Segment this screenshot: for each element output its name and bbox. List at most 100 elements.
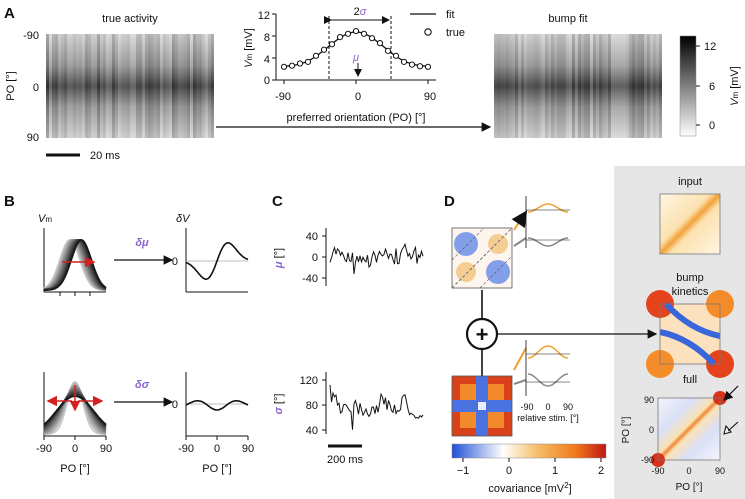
po-tick-minus90: -90 bbox=[23, 30, 39, 42]
heatmap-stripe bbox=[524, 34, 527, 138]
relative-stim-label: relative stim. [°] bbox=[517, 413, 579, 423]
heatmap-stripe bbox=[545, 34, 548, 138]
heatmap-stripe bbox=[608, 34, 611, 138]
input-matrix bbox=[659, 193, 721, 255]
colorbar-tick-6: 6 bbox=[709, 81, 715, 93]
true-marker bbox=[352, 27, 360, 35]
b-xtick-left-minus90: -90 bbox=[36, 443, 52, 455]
true-marker bbox=[312, 52, 320, 59]
true-marker bbox=[344, 30, 352, 37]
heatmap-stripe bbox=[196, 34, 199, 138]
heatmap-stripe bbox=[527, 34, 530, 138]
heatmap-stripe bbox=[70, 34, 73, 138]
full-xlabel: PO [°] bbox=[676, 482, 703, 493]
mu-tick-minus40: -40 bbox=[302, 273, 318, 285]
heatmap-stripe bbox=[58, 34, 61, 138]
true-marker bbox=[368, 35, 376, 42]
covariance-colorbar bbox=[451, 443, 607, 462]
heatmap-stripe bbox=[632, 34, 635, 138]
heatmap-stripe bbox=[160, 34, 163, 138]
heatmap-stripe bbox=[572, 34, 575, 138]
heatmap-stripe bbox=[136, 34, 139, 138]
true-marker bbox=[336, 34, 344, 41]
heatmap-stripe bbox=[551, 34, 554, 138]
covariance-label: covariance [mV2] bbox=[488, 481, 571, 495]
inset-ytick-0: 0 bbox=[264, 75, 270, 87]
b-xtick-right-0: 0 bbox=[214, 443, 220, 455]
heatmap-stripe bbox=[55, 34, 58, 138]
cov-tick-minus1: −1 bbox=[457, 465, 470, 477]
cov-tick-0: 0 bbox=[506, 465, 512, 477]
heatmap-stripe bbox=[503, 34, 506, 138]
mu-tick-40: 40 bbox=[306, 231, 318, 243]
two-sigma-label: 2σ bbox=[354, 6, 367, 18]
heatmap-stripe bbox=[166, 34, 169, 138]
heatmap-stripe bbox=[142, 34, 145, 138]
true-marker bbox=[296, 60, 304, 67]
heatmap-stripe bbox=[635, 34, 638, 138]
heatmap-stripe bbox=[211, 34, 214, 138]
heatmap-stripe bbox=[581, 34, 584, 138]
inset-ytick-4: 4 bbox=[264, 54, 270, 66]
inset-xtick-0: 0 bbox=[355, 91, 361, 103]
bump-fit-title: bump fit bbox=[548, 13, 587, 25]
heatmap-stripe bbox=[154, 34, 157, 138]
heatmap-stripe bbox=[187, 34, 190, 138]
heatmap-stripe bbox=[497, 34, 500, 138]
b-xtick-left-90: 90 bbox=[100, 443, 112, 455]
heatmap-stripe bbox=[578, 34, 581, 138]
heatmap-stripe bbox=[109, 34, 112, 138]
true-marker bbox=[400, 58, 408, 65]
heatmap-stripe bbox=[67, 34, 70, 138]
heatmap-stripe bbox=[175, 34, 178, 138]
bump-width-plot bbox=[43, 372, 107, 440]
bump-fit-heatmap bbox=[494, 34, 662, 138]
heatmap-stripe bbox=[557, 34, 560, 138]
true-activity-title: true activity bbox=[102, 13, 158, 25]
full-xtick-minus90: -90 bbox=[651, 466, 664, 476]
heatmap-stripe bbox=[569, 34, 572, 138]
po-axis-label-a: PO [°] bbox=[5, 71, 17, 100]
heatmap-stripe bbox=[100, 34, 103, 138]
true-marker bbox=[416, 63, 424, 70]
b-xtick-left-0: 0 bbox=[72, 443, 78, 455]
heatmap-stripe bbox=[590, 34, 593, 138]
heatmap-stripe bbox=[181, 34, 184, 138]
heatmap-stripe bbox=[638, 34, 641, 138]
heatmap-stripe bbox=[506, 34, 509, 138]
sigma-tick-80: 80 bbox=[306, 400, 318, 412]
heatmap-stripe bbox=[190, 34, 193, 138]
heatmap-stripe bbox=[542, 34, 545, 138]
dsigma-label: δσ bbox=[135, 379, 150, 391]
true-marker bbox=[424, 63, 432, 70]
heatmap-stripe bbox=[533, 34, 536, 138]
heatmap-stripe bbox=[575, 34, 578, 138]
heatmap-stripe bbox=[614, 34, 617, 138]
full-ytick-90: 90 bbox=[644, 395, 654, 405]
dmu-zero-tick: 0 bbox=[172, 256, 178, 268]
po-tick-0: 0 bbox=[33, 82, 39, 94]
inset-xtick-90: 90 bbox=[424, 91, 436, 103]
heatmap-stripe bbox=[139, 34, 142, 138]
full-ytick-0: 0 bbox=[649, 425, 654, 435]
panel-label-b: B bbox=[4, 193, 15, 210]
heatmap-stripe bbox=[82, 34, 85, 138]
heatmap-stripe bbox=[121, 34, 124, 138]
heatmap-stripe bbox=[199, 34, 202, 138]
heatmap-stripe bbox=[596, 34, 599, 138]
cov-tick-1: 1 bbox=[552, 465, 558, 477]
heatmap-stripe bbox=[85, 34, 88, 138]
colorbar-tick-0: 0 bbox=[709, 120, 715, 132]
true-marker bbox=[288, 62, 296, 69]
full-xtick-0: 0 bbox=[686, 466, 691, 476]
heatmap-stripe bbox=[626, 34, 629, 138]
heatmap-stripe bbox=[605, 34, 608, 138]
heatmap-stripe bbox=[178, 34, 181, 138]
heatmap-stripe bbox=[536, 34, 539, 138]
heatmap-stripe bbox=[539, 34, 542, 138]
full-arrow-filled bbox=[723, 385, 739, 401]
heatmap-stripe bbox=[521, 34, 524, 138]
dmu-label: δμ bbox=[135, 237, 149, 249]
full-xtick-90: 90 bbox=[715, 466, 725, 476]
sigma-tick-40: 40 bbox=[306, 425, 318, 437]
